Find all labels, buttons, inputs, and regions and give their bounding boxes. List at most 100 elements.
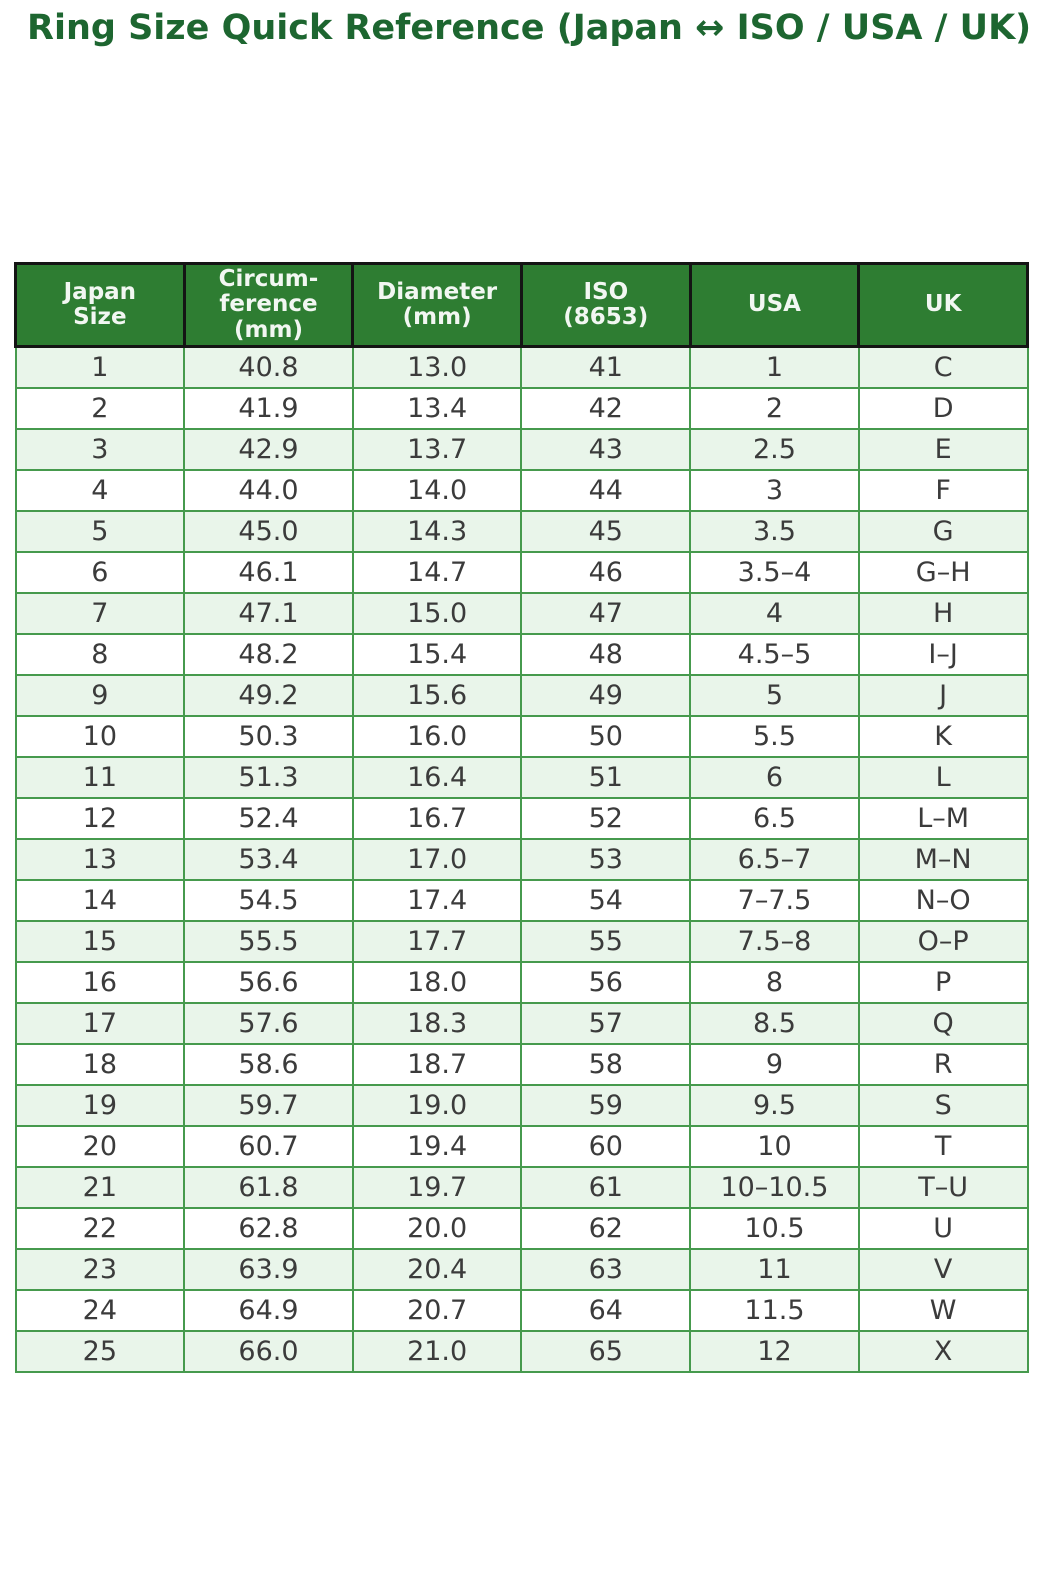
table-cell: 1: [14, 345, 186, 389]
table-cell: 58.6: [183, 1042, 354, 1086]
table-cell: 20.4: [351, 1247, 523, 1291]
table-cell: 18.7: [351, 1042, 523, 1086]
table-cell: 11: [689, 1247, 860, 1291]
table-cell: X: [857, 1329, 1029, 1373]
table-cell: 10: [689, 1124, 860, 1168]
table-cell: 2: [14, 386, 186, 430]
table-row: 1 40.8 13.0 41 1 C: [14, 345, 1029, 389]
table-cell: 15.6: [351, 673, 523, 717]
table-cell: 10–10.5: [689, 1165, 860, 1209]
table-cell: F: [857, 468, 1029, 512]
table-cell: 59.7: [183, 1083, 354, 1127]
column-header-uk: UK: [857, 262, 1029, 348]
table-row: 13 53.4 17.0 53 6.5–7 M–N: [14, 837, 1029, 881]
table-cell: 24: [14, 1288, 186, 1332]
table-cell: 8.5: [689, 1001, 860, 1045]
table-row: 6 46.1 14.7 46 3.5–4 G–H: [14, 550, 1029, 594]
table-cell: T–U: [857, 1165, 1029, 1209]
table-cell: 46: [520, 550, 692, 594]
table-cell: 47.1: [183, 591, 354, 635]
table-cell: C: [857, 345, 1029, 389]
table-cell: 62: [520, 1206, 692, 1250]
table-cell: G–H: [857, 550, 1029, 594]
table-cell: 16.7: [351, 796, 523, 840]
table-cell: 17.4: [351, 878, 523, 922]
table-cell: 42: [520, 386, 692, 430]
table-cell: 48.2: [183, 632, 354, 676]
table-row: 23 63.9 20.4 63 11 V: [14, 1247, 1029, 1291]
table-cell: 54.5: [183, 878, 354, 922]
table-cell: 9: [689, 1042, 860, 1086]
table-cell: 45: [520, 509, 692, 553]
table-cell: 61: [520, 1165, 692, 1209]
table-row: 24 64.9 20.7 64 11.5 W: [14, 1288, 1029, 1332]
header-row: Japan Size Circum- ference (mm) Diameter…: [14, 262, 1029, 348]
table-cell: 14.7: [351, 550, 523, 594]
table-cell: 19: [14, 1083, 186, 1127]
table-cell: W: [857, 1288, 1029, 1332]
page-title: Ring Size Quick Reference (Japan ↔ ISO /…: [27, 8, 1032, 48]
column-header-circumference: Circum- ference (mm): [182, 262, 355, 348]
table-cell: 41.9: [183, 386, 354, 430]
table-cell: 11.5: [689, 1288, 860, 1332]
ring-size-table-body: 1 40.8 13.0 41 1 C 2 41.9 13.4 42 2 D 3 42.9 13.7 43 2.5…: [14, 345, 1029, 1373]
table-cell: 20: [14, 1124, 186, 1168]
table-cell: E: [857, 427, 1029, 471]
table-cell: 3.5–4: [689, 550, 860, 594]
table-cell: 53: [520, 837, 692, 881]
table-cell: 17.0: [351, 837, 523, 881]
table-cell: I–J: [857, 632, 1029, 676]
table-row: 3 42.9 13.7 43 2.5 E: [14, 427, 1029, 471]
table-cell: 2: [689, 386, 860, 430]
table-cell: 3.5: [689, 509, 860, 553]
table-row: 18 58.6 18.7 58 9 R: [14, 1042, 1029, 1086]
table-cell: 16.0: [351, 714, 523, 758]
table-cell: 18.3: [351, 1001, 523, 1045]
table-cell: 47: [520, 591, 692, 635]
table-cell: G: [857, 509, 1029, 553]
table-cell: 51.3: [183, 755, 354, 799]
table-row: 14 54.5 17.4 54 7–7.5 N–O: [14, 878, 1029, 922]
table-cell: 54: [520, 878, 692, 922]
table-cell: 9.5: [689, 1083, 860, 1127]
table-cell: 4: [14, 468, 186, 512]
table-cell: D: [857, 386, 1029, 430]
table-cell: 63.9: [183, 1247, 354, 1291]
table-cell: 41: [520, 345, 692, 389]
table-cell: 22: [14, 1206, 186, 1250]
table-cell: 7.5–8: [689, 919, 860, 963]
table-row: 8 48.2 15.4 48 4.5–5 I–J: [14, 632, 1029, 676]
column-header-usa: USA: [688, 262, 861, 348]
table-cell: 56.6: [183, 960, 354, 1004]
table-cell: N–O: [857, 878, 1029, 922]
table-cell: 9: [14, 673, 186, 717]
table-cell: 55.5: [183, 919, 354, 963]
table-cell: 61.8: [183, 1165, 354, 1209]
table-cell: 8: [14, 632, 186, 676]
table-cell: 48: [520, 632, 692, 676]
table-cell: 65: [520, 1329, 692, 1373]
table-cell: 64: [520, 1288, 692, 1332]
table-cell: 49: [520, 673, 692, 717]
table-cell: 3: [14, 427, 186, 471]
table-cell: 2.5: [689, 427, 860, 471]
column-header-diameter: Diameter (mm): [351, 262, 523, 348]
table-cell: 4: [689, 591, 860, 635]
table-cell: O–P: [857, 919, 1029, 963]
table-cell: 14: [14, 878, 186, 922]
table-row: 4 44.0 14.0 44 3 F: [14, 468, 1029, 512]
table-cell: 8: [689, 960, 860, 1004]
table-cell: Q: [857, 1001, 1029, 1045]
table-row: 16 56.6 18.0 56 8 P: [14, 960, 1029, 1004]
ring-size-table: Japan Size Circum- ference (mm) Diameter…: [14, 262, 1029, 1373]
table-cell: 66.0: [183, 1329, 354, 1373]
table-cell: 16: [14, 960, 186, 1004]
ring-size-table-header: Japan Size Circum- ference (mm) Diameter…: [14, 262, 1029, 348]
table-cell: U: [857, 1206, 1029, 1250]
table-cell: 42.9: [183, 427, 354, 471]
table-cell: 63: [520, 1247, 692, 1291]
table-row: 17 57.6 18.3 57 8.5 Q: [14, 1001, 1029, 1045]
table-cell: 50.3: [183, 714, 354, 758]
table-cell: 18: [14, 1042, 186, 1086]
